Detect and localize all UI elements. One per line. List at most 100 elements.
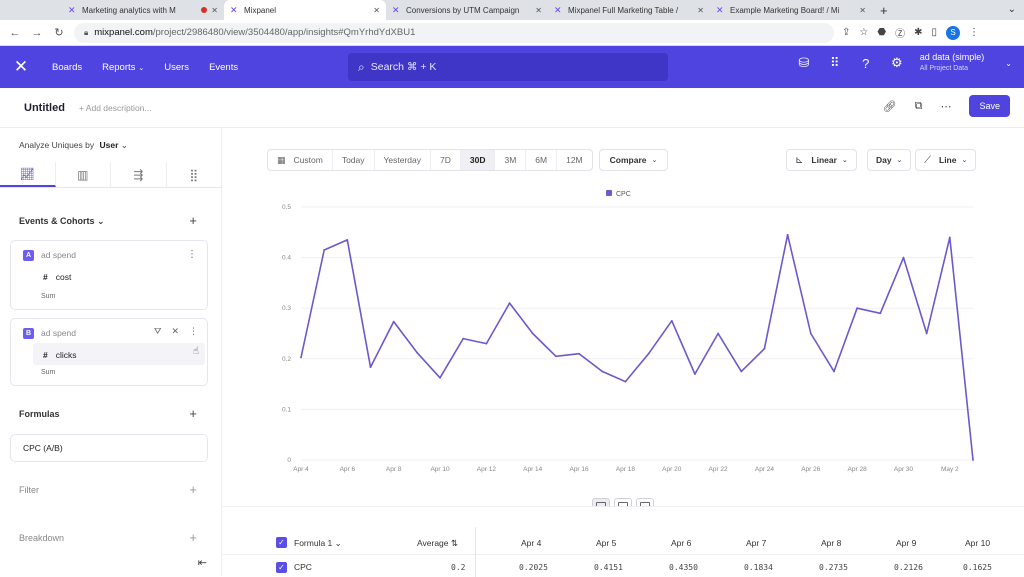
- remove-icon[interactable]: ✕: [171, 326, 179, 336]
- row-checkbox[interactable]: ✓: [276, 562, 287, 573]
- nav-events[interactable]: Events: [209, 61, 239, 73]
- report-title[interactable]: Untitled: [24, 101, 65, 114]
- date-column-header[interactable]: Apr 10: [965, 538, 991, 548]
- tab-retention[interactable]: ⣿: [167, 162, 222, 187]
- range-6m[interactable]: 6M: [526, 150, 558, 170]
- share-icon[interactable]: ⇪: [842, 27, 851, 38]
- help-icon[interactable]: ?: [862, 55, 870, 71]
- average-column-label: Average: [417, 538, 449, 548]
- average-column-header[interactable]: Average ⇅: [417, 538, 458, 549]
- tab-funnels[interactable]: ▥: [56, 162, 111, 187]
- data-point: [508, 302, 511, 305]
- browser-menu-icon[interactable]: ⋮: [969, 27, 979, 38]
- link-icon[interactable]: 🔗︎: [882, 100, 897, 113]
- browser-tab[interactable]: ✕ Mixpanel Full Marketing Table / ✕: [548, 0, 710, 20]
- date-column-header[interactable]: Apr 4: [521, 538, 542, 548]
- event-name[interactable]: ad spend: [41, 328, 76, 338]
- range-today[interactable]: Today: [333, 150, 375, 170]
- select-all-checkbox[interactable]: ✓: [276, 537, 287, 548]
- add-event-icon[interactable]: +: [189, 213, 197, 228]
- close-tab-icon[interactable]: ✕: [211, 5, 218, 15]
- event-property[interactable]: # cost: [43, 272, 71, 282]
- date-column-header[interactable]: Apr 7: [746, 538, 767, 548]
- event-aggregation[interactable]: Sum: [41, 369, 56, 376]
- nav-reports-label: Reports: [102, 61, 136, 73]
- compare-dropdown[interactable]: Compare ⌄: [598, 149, 669, 171]
- project-switcher[interactable]: ad data (simple) All Project Data: [920, 52, 985, 74]
- close-tab-icon[interactable]: ✕: [859, 5, 866, 15]
- collapse-panel-icon[interactable]: ⇤: [197, 557, 207, 569]
- event-card-a[interactable]: A ad spend ⋮ # cost Sum: [10, 240, 208, 310]
- range-yesterday[interactable]: Yesterday: [375, 150, 431, 170]
- add-breakdown-icon[interactable]: +: [189, 530, 197, 545]
- nav-reports[interactable]: Reports ⌄: [102, 62, 144, 73]
- data-point: [369, 366, 372, 369]
- browser-tab[interactable]: ✕ Marketing analytics with M ✕: [62, 0, 224, 20]
- browser-tab[interactable]: ✕ Example Marketing Board! / Mi ✕: [710, 0, 872, 20]
- data-stack-icon[interactable]: ⛁: [798, 55, 810, 70]
- tab-search-icon[interactable]: ⌄: [1007, 4, 1016, 15]
- mixpanel-favicon-icon: ✕: [392, 4, 400, 15]
- tab-flows[interactable]: ⇶: [111, 162, 167, 187]
- search-bar[interactable]: ⌕ Search ⌘ + K: [348, 53, 668, 81]
- formula-card[interactable]: CPC (A/B): [10, 434, 208, 462]
- browser-tab[interactable]: ✕ Conversions by UTM Campaign ✕: [386, 0, 548, 20]
- date-column-header[interactable]: Apr 9: [896, 538, 917, 548]
- formula-column-header[interactable]: Formula 1 ⌄: [294, 538, 342, 549]
- date-column-header[interactable]: Apr 6: [671, 538, 692, 548]
- url-field[interactable]: 🔒︎ mixpanel.com/project/2986480/view/350…: [74, 22, 834, 43]
- x-tick-label: Apr 24: [755, 466, 775, 473]
- event-aggregation[interactable]: Sum: [41, 293, 56, 300]
- tab-insights[interactable]: 📈︎: [0, 162, 56, 187]
- range-7d[interactable]: 7D: [431, 150, 461, 170]
- reload-icon[interactable]: ↻: [54, 27, 64, 39]
- add-description-link[interactable]: + Add description...: [78, 102, 152, 113]
- close-tab-icon[interactable]: ✕: [697, 5, 704, 15]
- back-icon[interactable]: ←: [9, 26, 21, 39]
- more-options-icon[interactable]: ⋮: [187, 249, 197, 260]
- range-30d[interactable]: 30D: [460, 150, 496, 170]
- row-value: 0.4350: [669, 563, 698, 572]
- filter-icon[interactable]: ⛛: [153, 326, 162, 336]
- add-filter-icon[interactable]: +: [189, 482, 197, 497]
- analyze-uniques-selector[interactable]: Analyze Uniques by User ⌄: [19, 140, 128, 151]
- data-point: [786, 233, 789, 236]
- more-options-icon[interactable]: ⋮: [189, 326, 198, 336]
- browser-tab-active[interactable]: ✕ Mixpanel ✕: [224, 0, 386, 20]
- extension-icon[interactable]: ⬣: [877, 27, 887, 38]
- extension-z-icon[interactable]: Ⓩ: [895, 29, 906, 40]
- profile-avatar[interactable]: S: [946, 25, 960, 40]
- chevron-down-icon[interactable]: ⌄: [1005, 58, 1012, 68]
- forward-icon[interactable]: →: [31, 26, 43, 39]
- event-name[interactable]: ad spend: [41, 250, 76, 260]
- scale-label: Linear: [811, 155, 837, 165]
- range-custom[interactable]: ▦ Custom: [268, 150, 333, 170]
- close-tab-icon[interactable]: ✕: [535, 5, 542, 15]
- settings-gear-icon[interactable]: ⚙: [890, 55, 903, 70]
- mixpanel-logo-icon[interactable]: ✕: [13, 57, 29, 76]
- duplicate-icon[interactable]: ⧉: [914, 99, 923, 112]
- event-card-b[interactable]: B ad spend ⛛ ✕ ⋮ # clicks ☝ Sum: [10, 318, 208, 386]
- compare-label: Compare: [609, 155, 647, 165]
- scale-dropdown[interactable]: ⊾ Linear ⌄: [786, 149, 857, 171]
- add-formula-icon[interactable]: +: [189, 406, 197, 421]
- range-3m[interactable]: 3M: [495, 150, 527, 170]
- chart-type-dropdown[interactable]: ⟋ Line ⌄: [915, 149, 977, 171]
- close-tab-icon[interactable]: ✕: [373, 5, 380, 15]
- side-panel-icon[interactable]: ▯: [931, 27, 937, 38]
- apps-grid-icon[interactable]: ⠿: [830, 55, 840, 70]
- nav-boards[interactable]: Boards: [52, 61, 83, 73]
- extensions-puzzle-icon[interactable]: ✱: [914, 27, 923, 38]
- events-cohorts-heading[interactable]: Events & Cohorts ⌄: [19, 216, 105, 227]
- nav-users[interactable]: Users: [164, 61, 190, 73]
- bookmark-star-icon[interactable]: ☆: [859, 27, 869, 38]
- interval-dropdown[interactable]: Day ⌄: [867, 149, 912, 171]
- more-options-icon[interactable]: ⋯: [940, 100, 952, 113]
- axis-scale-icon: ⊾: [795, 154, 804, 166]
- date-column-header[interactable]: Apr 8: [821, 538, 842, 548]
- save-button[interactable]: Save: [969, 95, 1010, 117]
- date-column-header[interactable]: Apr 5: [596, 538, 617, 548]
- range-12m[interactable]: 12M: [566, 155, 583, 165]
- event-property[interactable]: # clicks: [43, 350, 77, 360]
- new-tab-icon[interactable]: +: [880, 2, 888, 18]
